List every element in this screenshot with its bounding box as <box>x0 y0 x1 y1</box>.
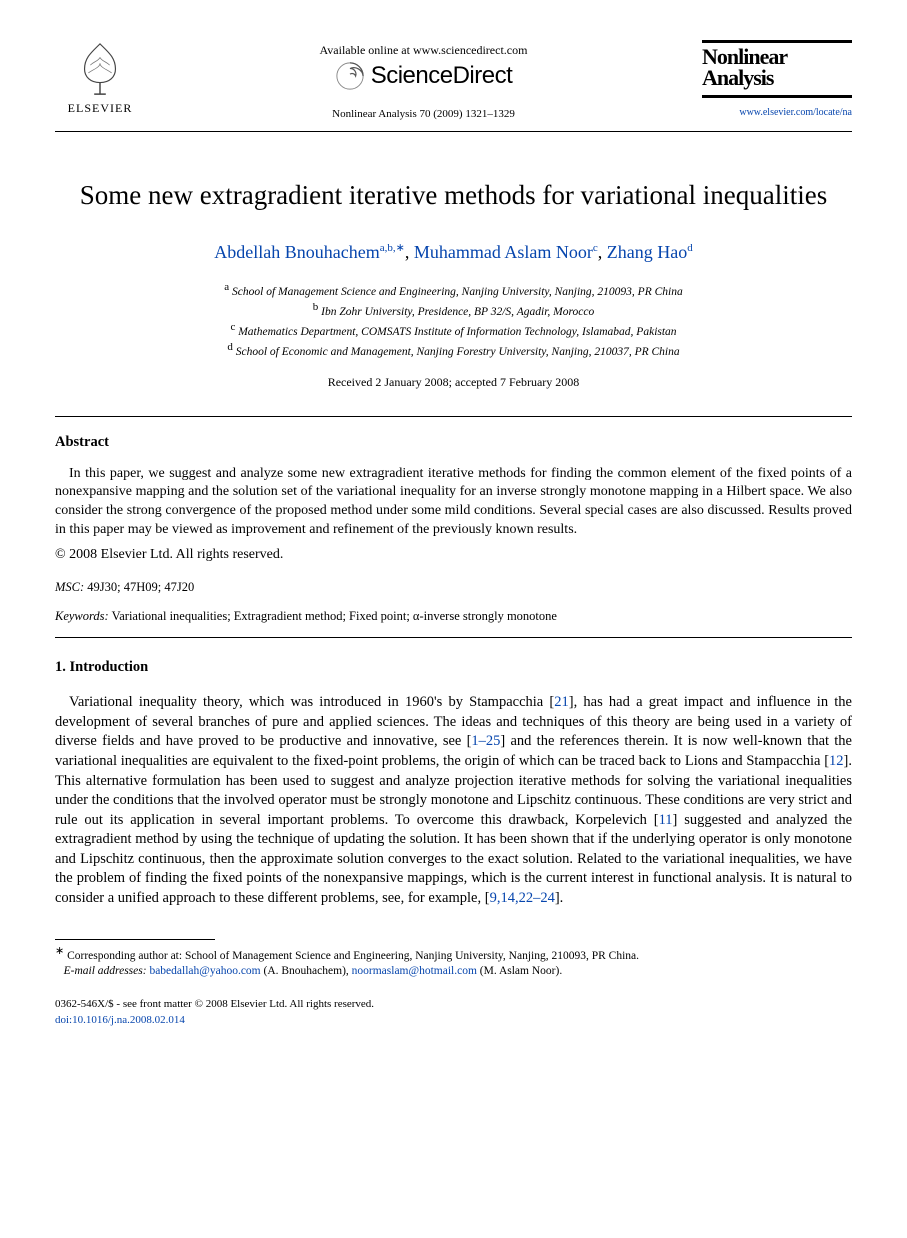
abstract-body: In this paper, we suggest and analyze so… <box>55 465 852 541</box>
affiliation-c: c Mathematics Department, COMSATS Instit… <box>55 320 852 340</box>
elsevier-tree-icon <box>71 40 129 98</box>
affiliation-d: d School of Economic and Management, Nan… <box>55 340 852 360</box>
email-2-name: (M. Aslam Noor). <box>480 965 562 977</box>
author-2-affil-sup: c <box>593 242 598 254</box>
corr-author-line: ∗ Corresponding author at: School of Man… <box>55 944 852 964</box>
ref-link-9-14-22-24[interactable]: 9,14,22–24 <box>490 890 555 906</box>
author-1[interactable]: Abdellah Bnouhachem <box>214 242 379 262</box>
issn-line: 0362-546X/$ - see front matter © 2008 El… <box>55 997 852 1012</box>
received-accepted-dates: Received 2 January 2008; accepted 7 Febr… <box>55 374 852 390</box>
affiliation-b: b Ibn Zohr University, Presidence, BP 32… <box>55 300 852 320</box>
citation-line: Nonlinear Analysis 70 (2009) 1321–1329 <box>332 107 515 122</box>
ref-link-21[interactable]: 21 <box>554 694 569 710</box>
msc-line: MSC: 49J30; 47H09; 47J20 <box>55 579 852 596</box>
available-online-text: Available online at www.sciencedirect.co… <box>320 42 528 58</box>
ref-link-1-25[interactable]: 1–25 <box>471 733 500 749</box>
sciencedirect-wordmark: ScienceDirect <box>371 60 513 92</box>
abstract-text: In this paper, we suggest and analyze so… <box>55 465 852 541</box>
author-3-affil-sup: d <box>687 242 693 254</box>
footnote-rule <box>55 939 215 940</box>
paper-title: Some new extragradient iterative methods… <box>55 177 852 213</box>
doi-link[interactable]: doi:10.1016/j.na.2008.02.014 <box>55 1014 185 1026</box>
divider-mid <box>55 637 852 638</box>
keywords-value: Variational inequalities; Extragradient … <box>112 609 557 623</box>
author-1-affil-sup: a,b,∗ <box>380 242 405 254</box>
msc-value: 49J30; 47H09; 47J20 <box>87 580 194 594</box>
elsevier-label: ELSEVIER <box>68 100 133 116</box>
msc-label: MSC: <box>55 580 84 594</box>
email-1[interactable]: babedallah@yahoo.com <box>149 965 260 977</box>
journal-url-link[interactable]: www.elsevier.com/locate/na <box>702 106 852 120</box>
intro-paragraph: Variational inequality theory, which was… <box>55 693 852 908</box>
ref-link-11[interactable]: 11 <box>659 812 673 828</box>
ref-link-12[interactable]: 12 <box>829 753 844 769</box>
journal-name-line2: Analysis <box>702 68 852 89</box>
sciencedirect-swirl-icon <box>335 61 365 91</box>
journal-block: Nonlinear Analysis www.elsevier.com/loca… <box>702 40 852 119</box>
intro-heading: 1. Introduction <box>55 658 852 678</box>
copyright-line: © 2008 Elsevier Ltd. All rights reserved… <box>55 546 852 565</box>
email-2[interactable]: noormaslam@hotmail.com <box>352 965 477 977</box>
author-list: Abdellah Bnouhachema,b,∗, Muhammad Aslam… <box>55 240 852 264</box>
divider-top <box>55 416 852 417</box>
elsevier-logo-block: ELSEVIER <box>55 40 145 116</box>
email-line: E-mail addresses: babedallah@yahoo.com (… <box>55 964 852 980</box>
bottom-meta: 0362-546X/$ - see front matter © 2008 El… <box>55 997 852 1028</box>
page-header: ELSEVIER Available online at www.science… <box>55 40 852 132</box>
abstract-heading: Abstract <box>55 433 852 453</box>
email-1-name: (A. Bnouhachem), <box>264 965 349 977</box>
author-3[interactable]: Zhang Hao <box>607 242 687 262</box>
sciencedirect-logo: ScienceDirect <box>335 60 513 92</box>
affiliations: a School of Management Science and Engin… <box>55 280 852 360</box>
affiliation-a: a School of Management Science and Engin… <box>55 280 852 300</box>
journal-title-box: Nonlinear Analysis <box>702 40 852 98</box>
header-center: Available online at www.sciencedirect.co… <box>145 40 702 121</box>
corresponding-author-footnote: ∗ Corresponding author at: School of Man… <box>55 944 852 980</box>
keywords-line: Keywords: Variational inequalities; Extr… <box>55 608 852 625</box>
author-2[interactable]: Muhammad Aslam Noor <box>414 242 593 262</box>
keywords-label: Keywords: <box>55 609 109 623</box>
email-label: E-mail addresses: <box>64 965 147 977</box>
